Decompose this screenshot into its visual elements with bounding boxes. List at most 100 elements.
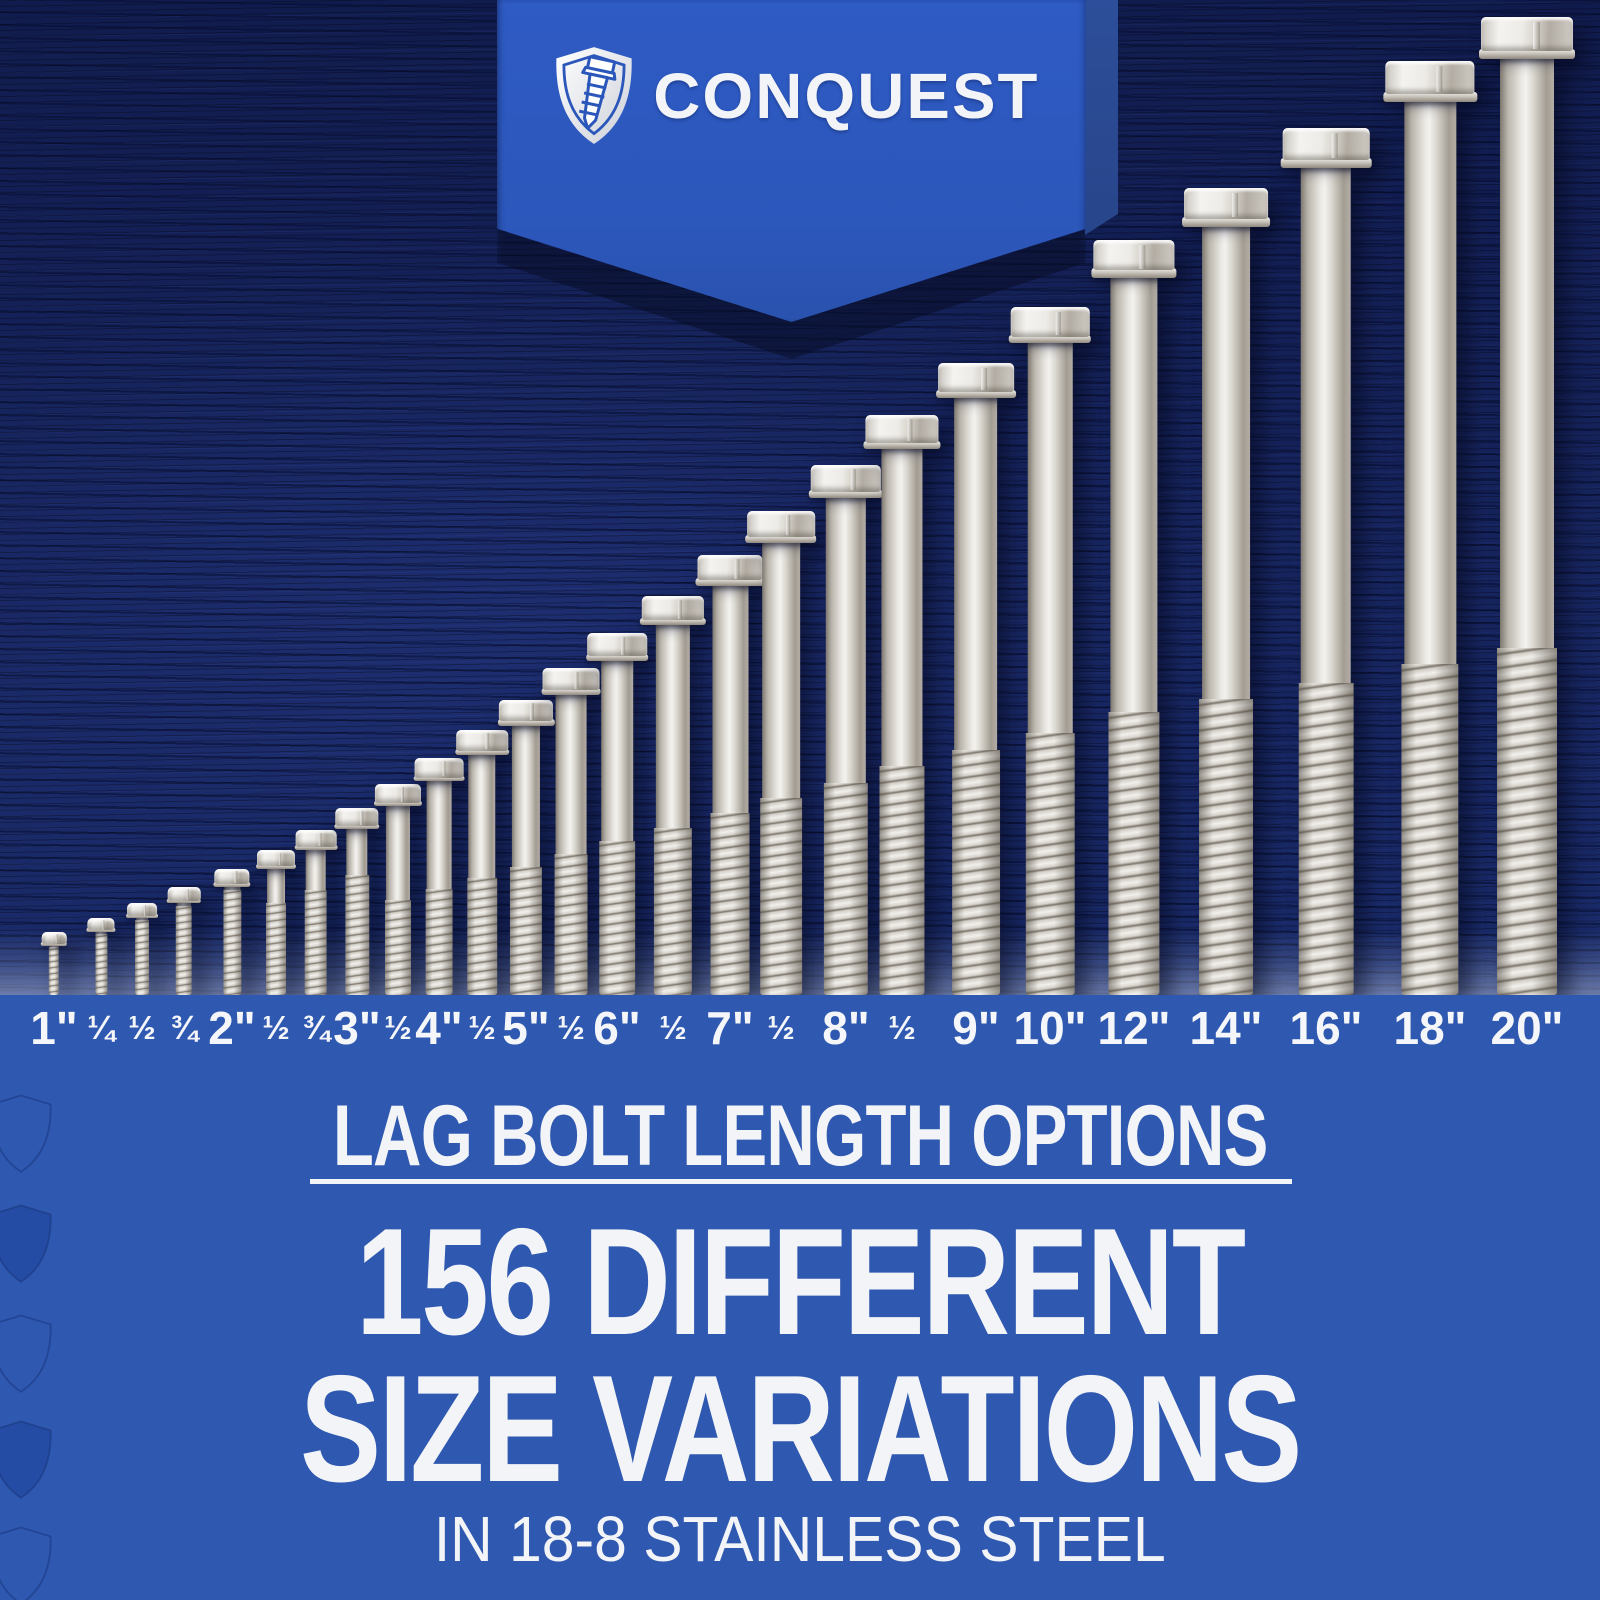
bolt-hex-head: [87, 918, 115, 931]
size-label: ¼: [87, 1009, 115, 1046]
bolt-head-flange: [1383, 92, 1477, 103]
bolt-hex-head: [257, 850, 295, 866]
bolt-head-flange: [1091, 268, 1177, 278]
size-label: 20": [1490, 1002, 1564, 1054]
size-label: 7": [706, 1002, 754, 1054]
bolt-thread: [385, 900, 411, 995]
bolt-shank: [1500, 58, 1554, 649]
bolt-shank: [1201, 225, 1251, 699]
headline-line1: 156 DIFFERENT: [0, 1206, 1600, 1358]
lag-bolt-20in: [1478, 17, 1576, 995]
bolt-thread: [824, 782, 868, 995]
section-heading: LAG BOLT LENGTH OPTIONS: [0, 1093, 1600, 1179]
size-label: 8": [822, 1002, 870, 1054]
lag-bolt-4.5in: [454, 730, 510, 995]
bolt-head-flange: [497, 719, 555, 726]
size-label: 6": [593, 1002, 641, 1054]
size-label: 4": [415, 1002, 463, 1054]
bolt-hex-head: [865, 415, 939, 443]
bolt-head-flange: [1181, 217, 1271, 227]
bolt-hex-head: [1282, 128, 1370, 161]
bolt-head-flange: [213, 882, 251, 887]
bolt-head-flange: [1478, 49, 1576, 60]
bolt-thread: [879, 766, 925, 995]
bolt-shank: [346, 828, 368, 875]
lag-bolt-6in: [585, 633, 649, 995]
bolt-thread: [1497, 648, 1557, 995]
bolt-thread: [266, 903, 286, 995]
bolt-head-flange: [585, 654, 649, 662]
bolt-body: [1199, 225, 1253, 995]
bolt-head-flange: [413, 775, 465, 782]
bolt-hex-head: [167, 887, 201, 902]
bolt-shank: [600, 660, 634, 842]
bolt-body: [176, 902, 192, 995]
lag-bolt-4in: [413, 758, 465, 995]
bolt-body: [599, 660, 635, 995]
bolt-hex-head: [1093, 240, 1175, 271]
size-label: ½: [128, 1009, 156, 1046]
size-label: ½: [262, 1009, 290, 1046]
bolt-body: [305, 848, 327, 995]
size-label: 18": [1393, 1002, 1467, 1054]
bolt-shank: [95, 931, 107, 934]
bolt-body: [1108, 276, 1160, 996]
bolt-thread: [345, 874, 369, 995]
bolt-body: [467, 753, 497, 995]
bolt-shank: [555, 693, 587, 855]
bolt-head-flange: [863, 440, 941, 449]
bolt-body: [710, 584, 750, 996]
bolt-thread: [49, 946, 59, 995]
bolt-hex-head: [747, 511, 815, 537]
bolt-shank: [306, 848, 326, 890]
lag-bolt-2in: [213, 869, 251, 995]
bolt-body: [135, 917, 149, 995]
bolt-head-flange: [1280, 158, 1372, 168]
size-label: ½: [384, 1009, 412, 1046]
headline-line2: SIZE VARIATIONS: [0, 1353, 1600, 1505]
brand-name: CONQUEST: [653, 60, 1040, 132]
bolt-body: [49, 944, 59, 996]
lag-bolt-1.5in: [126, 903, 158, 995]
bolt-shank: [426, 780, 452, 890]
bolt-hex-head: [542, 668, 600, 691]
bolt-hex-head: [1385, 61, 1475, 95]
size-label: 2": [208, 1002, 256, 1054]
bolt-thread: [305, 889, 327, 995]
bolt-body: [223, 885, 241, 995]
bolt-thread: [425, 889, 453, 995]
size-label: ¾: [170, 1009, 198, 1046]
bolt-thread: [554, 854, 588, 995]
lag-bolt-8in: [809, 465, 883, 995]
bolt-body: [654, 624, 692, 995]
size-label: 12": [1097, 1002, 1171, 1054]
bolt-body: [1025, 342, 1075, 995]
bolt-thread: [760, 798, 802, 995]
ribbon-side-fold: [1085, 0, 1118, 235]
bolt-shank: [176, 902, 192, 907]
bolt-shank: [762, 541, 800, 799]
bolt-hex-head: [938, 363, 1014, 392]
bolt-hex-head: [498, 700, 554, 722]
size-label: 3": [333, 1002, 381, 1054]
lag-bolt-7.5in: [745, 511, 817, 995]
bolt-thread: [510, 866, 542, 995]
bolt-body: [554, 693, 588, 995]
bolt-shank: [881, 447, 923, 767]
lag-bolt-9in: [936, 363, 1016, 995]
bolt-head-flange: [1008, 334, 1092, 344]
bolt-head-flange: [745, 534, 817, 543]
size-label-row: 1" ¼ ½ ¾ 2" ½ ¾ 3" ½ 4" ½ 5" ½ 6" ½ 7" ½ 8" ½ 9" 10" 12" 14" 16…: [0, 995, 1600, 1055]
shield-screw-icon: [556, 47, 632, 144]
bolt-hex-head: [587, 633, 647, 657]
bolt-head-flange: [256, 864, 296, 869]
bolt-body: [345, 828, 369, 995]
bolt-head-flange: [166, 899, 202, 904]
bolt-body: [425, 780, 453, 995]
bolt-shank: [49, 944, 59, 947]
bolt-thread: [95, 933, 107, 995]
bolt-shank: [712, 584, 748, 814]
lag-bolt-2.75in: [294, 830, 338, 995]
lag-bolt-14in: [1181, 188, 1271, 995]
